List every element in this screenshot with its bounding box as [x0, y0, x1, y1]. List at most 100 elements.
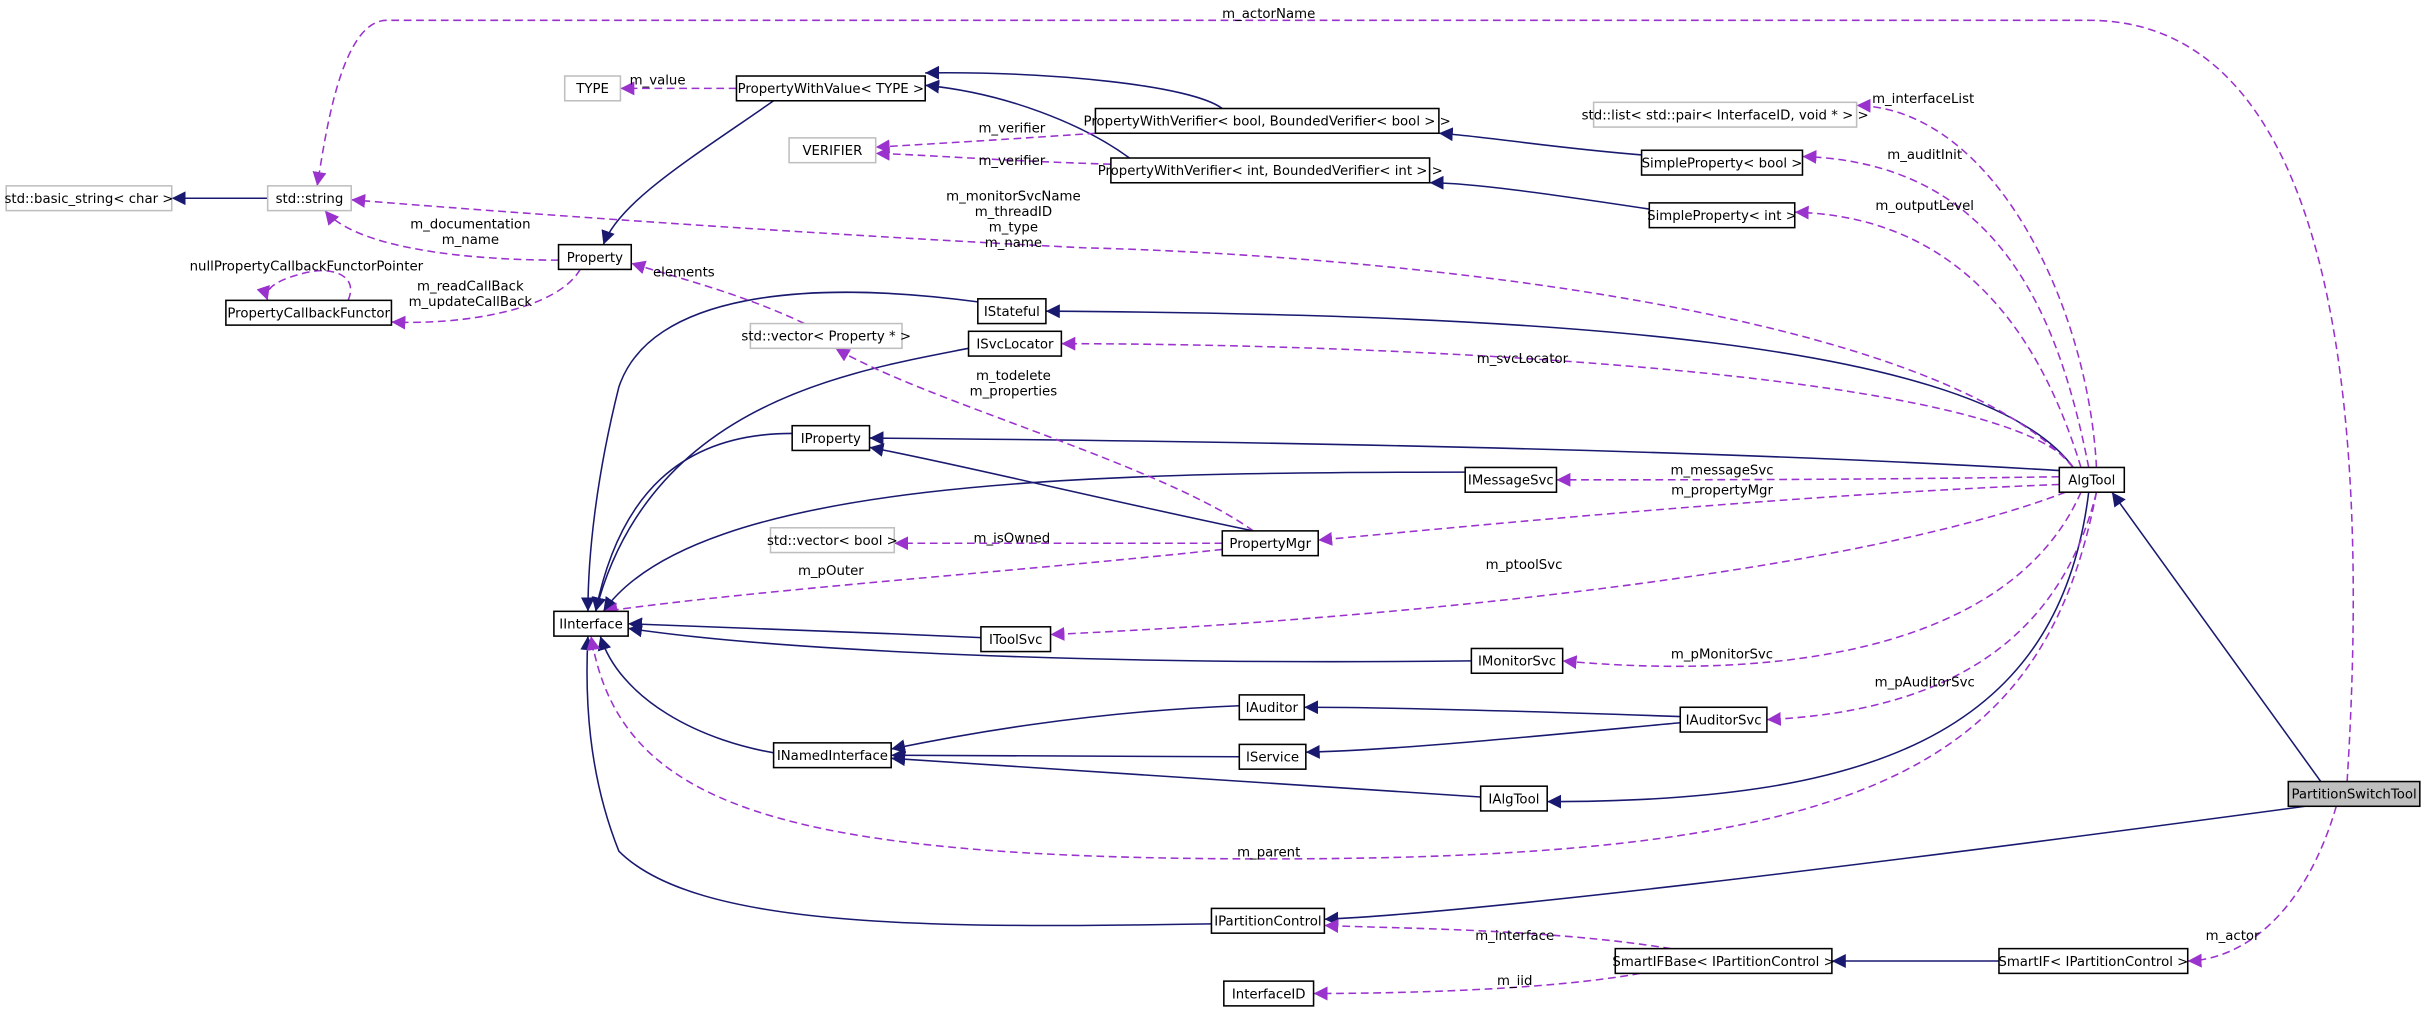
- edge-label: m_name: [985, 236, 1042, 251]
- node-label: IToolSvc: [989, 633, 1042, 648]
- node-box: [2058, 466, 2126, 493]
- node-box: [1223, 980, 1315, 1007]
- edge-label: m_updateCallBack: [409, 295, 533, 310]
- node-box: [1648, 202, 1796, 229]
- node-label: IService: [1246, 751, 1299, 766]
- node-label: IAlgTool: [1488, 792, 1539, 807]
- node-box: [5, 185, 173, 212]
- edge-label: m_pMonitorSvc: [1671, 648, 1773, 663]
- node-label: IAuditorSvc: [1686, 713, 1762, 728]
- edge-label: m_interfaceList: [1872, 92, 1974, 107]
- node-label: IStateful: [984, 305, 1040, 320]
- node-box: [735, 75, 926, 102]
- node-label: INamedInterface: [777, 749, 888, 764]
- node-label: IProperty: [801, 432, 861, 447]
- edge-label: m_pAuditorSvc: [1875, 676, 1975, 691]
- edge-label: m_svcLocator: [1477, 352, 1569, 367]
- edge-label: elements: [653, 266, 715, 281]
- node-label: IAuditor: [1246, 701, 1299, 716]
- nodes: PartitionSwitchTool AlgTool IPartitionCont…: [4, 75, 2421, 1007]
- node-label: std::string: [276, 192, 344, 207]
- node-box: [788, 137, 877, 164]
- node-box: [1640, 149, 1804, 176]
- node-label: std::vector< bool >: [767, 534, 898, 549]
- node-box: [791, 424, 871, 452]
- node-box: [977, 298, 1047, 325]
- edge-label: m_isOwned: [974, 532, 1051, 547]
- node-box: [1479, 785, 1548, 812]
- node-box: [1238, 694, 1306, 721]
- edge-label: m_monitorSvcName: [946, 190, 1080, 205]
- edge-labels: m_actorName m_value m_verifier m_verifier m_…: [190, 7, 2260, 989]
- edge-label: m_readCallBack: [417, 279, 524, 294]
- edge-label: m_interface: [1475, 929, 1554, 944]
- node-box: [967, 330, 1063, 357]
- node-label: TYPE: [575, 82, 609, 97]
- node-label: std::list< std::pair< InterfaceID, void …: [1582, 108, 1869, 123]
- edge-label: m_verifier: [978, 122, 1045, 137]
- edge-label: m_auditInit: [1887, 148, 1962, 163]
- node-box: [1094, 107, 1440, 135]
- node-label: IInterface: [559, 617, 622, 632]
- edge-label: m_parent: [1237, 846, 1300, 861]
- node-label: PartitionSwitchTool: [2291, 788, 2416, 803]
- edge-label: m_outputLevel: [1875, 199, 1974, 214]
- edge-label: nullPropertyCallbackFunctorPointer: [190, 259, 424, 274]
- usage-edges: [256, 19, 2355, 1001]
- node-label: Property: [567, 251, 623, 266]
- edge-label: m_documentation: [410, 218, 530, 233]
- edge-label: m_todelete: [976, 369, 1051, 384]
- node-box: [1210, 907, 1326, 934]
- node-box: [266, 185, 352, 212]
- edge-label: m_ptoolSvc: [1486, 558, 1563, 573]
- node-box: [749, 322, 903, 350]
- node-box: [225, 299, 393, 326]
- node-box: [1221, 530, 1319, 557]
- edge-label: m_name: [442, 233, 499, 248]
- node-label: InterfaceID: [1232, 987, 1306, 1002]
- edge-label: m_actorName: [1222, 7, 1315, 22]
- inheritance-edges: [171, 65, 2322, 968]
- node-label: PropertyWithVerifier< bool, BoundedVerif…: [1084, 115, 1451, 130]
- node-label: PropertyMgr: [1229, 537, 1311, 552]
- edge-label: m_actor: [2206, 929, 2260, 944]
- node-label: VERIFIER: [802, 144, 862, 159]
- node-box: [1592, 101, 1858, 128]
- edge-label: m_properties: [970, 385, 1058, 400]
- edge-label: m_value: [630, 74, 686, 89]
- node-box: [2287, 780, 2421, 808]
- node-label: PropertyWithVerifier< int, BoundedVerifi…: [1098, 164, 1443, 179]
- node-label: PropertyWithValue< TYPE >: [738, 82, 924, 97]
- node-box: [980, 626, 1052, 653]
- node-label: IMonitorSvc: [1478, 655, 1556, 670]
- node-label: AlgTool: [2068, 474, 2115, 489]
- node-label: SimpleProperty< int >: [1647, 209, 1797, 224]
- node-box: [557, 243, 633, 271]
- node-box: [1110, 157, 1431, 184]
- node-label: SmartIFBase< IPartitionControl >: [1612, 955, 1834, 970]
- node-label: SmartIF< IPartitionControl >: [1998, 955, 2188, 970]
- node-label: SimpleProperty< bool >: [1642, 156, 1803, 171]
- node-box: [553, 610, 629, 637]
- node-label: IPartitionControl: [1214, 915, 1321, 930]
- node-label: std::basic_string< char >: [4, 192, 173, 207]
- node-box: [1470, 647, 1564, 675]
- node-box: [1238, 743, 1307, 770]
- node-label: ISvcLocator: [976, 337, 1054, 352]
- edge-label: m_type: [989, 221, 1038, 236]
- node-box: [1679, 706, 1768, 733]
- node-box: [1998, 947, 2189, 975]
- edge-label: m_propertyMgr: [1671, 484, 1773, 499]
- node-box: [1464, 466, 1558, 493]
- node-box: [772, 742, 892, 769]
- edge-label: m_verifier: [978, 154, 1045, 169]
- node-label: IMessageSvc: [1468, 474, 1554, 489]
- node-label: std::vector< Property * >: [741, 330, 911, 345]
- edge-label: m_iid: [1497, 974, 1532, 989]
- edge-label: m_pOuter: [798, 564, 864, 579]
- node-box: [1614, 947, 1833, 975]
- edge-label: m_messageSvc: [1671, 464, 1774, 479]
- edge-label: m_threadID: [975, 205, 1052, 220]
